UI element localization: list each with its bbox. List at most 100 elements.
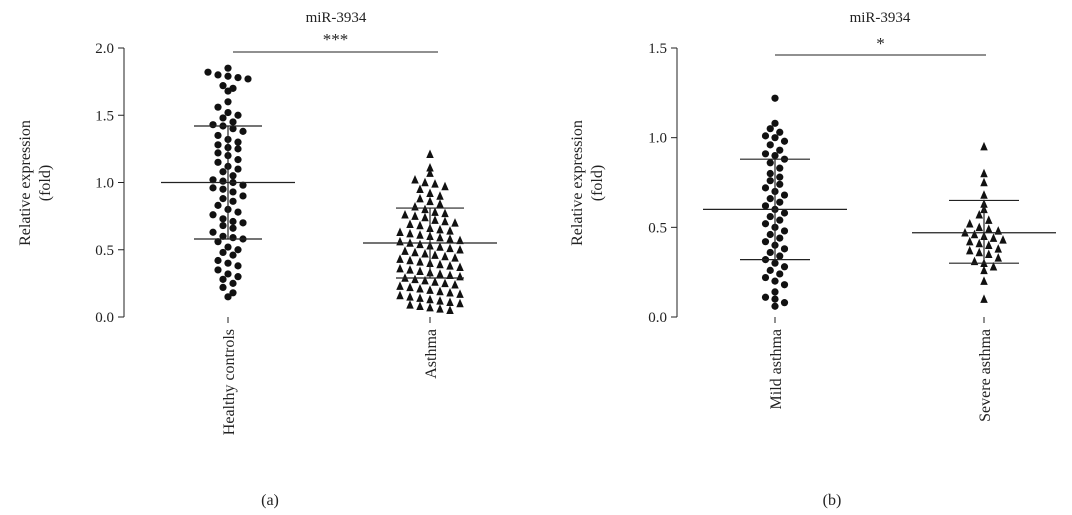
data-point [766, 230, 774, 239]
data-point [436, 296, 444, 305]
data-point [229, 217, 237, 226]
data-point [416, 230, 424, 239]
data-point [219, 275, 227, 283]
data-point [980, 141, 988, 151]
data-point [446, 297, 454, 306]
y-axis-label-unit: (fold) [37, 165, 54, 201]
x-tick-label: Mild asthma [768, 329, 785, 409]
chart-panel-a: 0.0 0.5 1.0 1.5 2.0 Relative expression (fold)… [17, 10, 497, 509]
data-point [229, 84, 237, 92]
data-point [214, 149, 222, 157]
data-point [985, 224, 993, 233]
data-point [214, 141, 222, 149]
data-point [416, 257, 424, 266]
data-point [214, 131, 222, 140]
data-point [975, 222, 983, 232]
data-point [780, 263, 789, 271]
data-point [771, 259, 779, 267]
data-point [456, 298, 464, 308]
data-point [776, 180, 784, 188]
data-point [406, 255, 414, 265]
data-point [229, 197, 237, 205]
data-point [451, 218, 459, 227]
data-point [431, 250, 439, 259]
data-point [980, 294, 988, 303]
data-point [766, 141, 774, 149]
data-point [234, 156, 242, 164]
data-point [436, 242, 444, 251]
data-point [766, 248, 774, 257]
data-point [229, 279, 237, 287]
data-point [234, 246, 242, 254]
data-point [229, 172, 237, 180]
data-point [436, 269, 444, 278]
data-point [970, 256, 979, 266]
data-point [214, 238, 222, 246]
data-point [421, 275, 429, 285]
data-point [761, 132, 770, 140]
x-tick-label: Healthy controls [221, 329, 238, 435]
data-point [426, 196, 434, 206]
data-point [396, 236, 404, 246]
data-point [401, 210, 409, 219]
data-point [416, 301, 424, 310]
data-point [441, 208, 449, 218]
data-point [219, 195, 227, 203]
data-point [209, 121, 217, 129]
data-point [234, 262, 242, 270]
data-point [416, 239, 424, 249]
data-point [975, 238, 983, 248]
data-point [776, 234, 784, 242]
y-axis-label-unit: (fold) [589, 165, 606, 201]
data-point [431, 179, 439, 188]
data-point [780, 137, 789, 145]
data-point [234, 111, 242, 119]
data-point [776, 270, 784, 278]
y-tick-label: 1.0 [95, 176, 114, 192]
data-point [766, 266, 774, 274]
data-point [766, 169, 774, 178]
significance-label: * [876, 34, 885, 53]
data-point [426, 162, 434, 172]
data-point [421, 177, 429, 187]
data-point [446, 305, 454, 315]
data-point [416, 220, 424, 230]
data-point [406, 292, 414, 301]
data-point [446, 226, 454, 235]
data-point [771, 277, 779, 285]
y-tick-label: 0.0 [95, 310, 114, 326]
data-point [994, 244, 1002, 253]
data-point [219, 232, 227, 240]
data-point [771, 134, 779, 142]
data-point [766, 212, 774, 221]
significance-label: *** [323, 30, 349, 49]
data-point [771, 295, 779, 303]
data-point [406, 265, 414, 274]
data-point [451, 279, 459, 289]
data-point [771, 288, 779, 296]
data-point [219, 168, 227, 176]
data-point [204, 68, 212, 76]
data-point [970, 229, 979, 239]
data-point [219, 283, 227, 292]
series-healthy-controls: Healthy controls [161, 64, 295, 435]
data-point [421, 249, 429, 258]
data-point [426, 302, 434, 312]
data-point [396, 254, 404, 263]
data-point [219, 114, 227, 122]
data-point [224, 72, 232, 80]
data-point [234, 165, 242, 173]
data-point [229, 289, 237, 297]
data-point [411, 211, 419, 220]
data-point [780, 281, 789, 289]
y-axis-label: Relative expression [17, 120, 34, 246]
data-point [209, 211, 217, 219]
data-point [214, 103, 222, 111]
data-point [229, 251, 237, 259]
data-point [780, 191, 789, 199]
data-point [421, 212, 429, 222]
data-point [980, 177, 988, 187]
data-point [406, 300, 414, 309]
y-axis-label: Relative expression [569, 120, 586, 246]
y-tick-label: 0.0 [648, 310, 667, 326]
